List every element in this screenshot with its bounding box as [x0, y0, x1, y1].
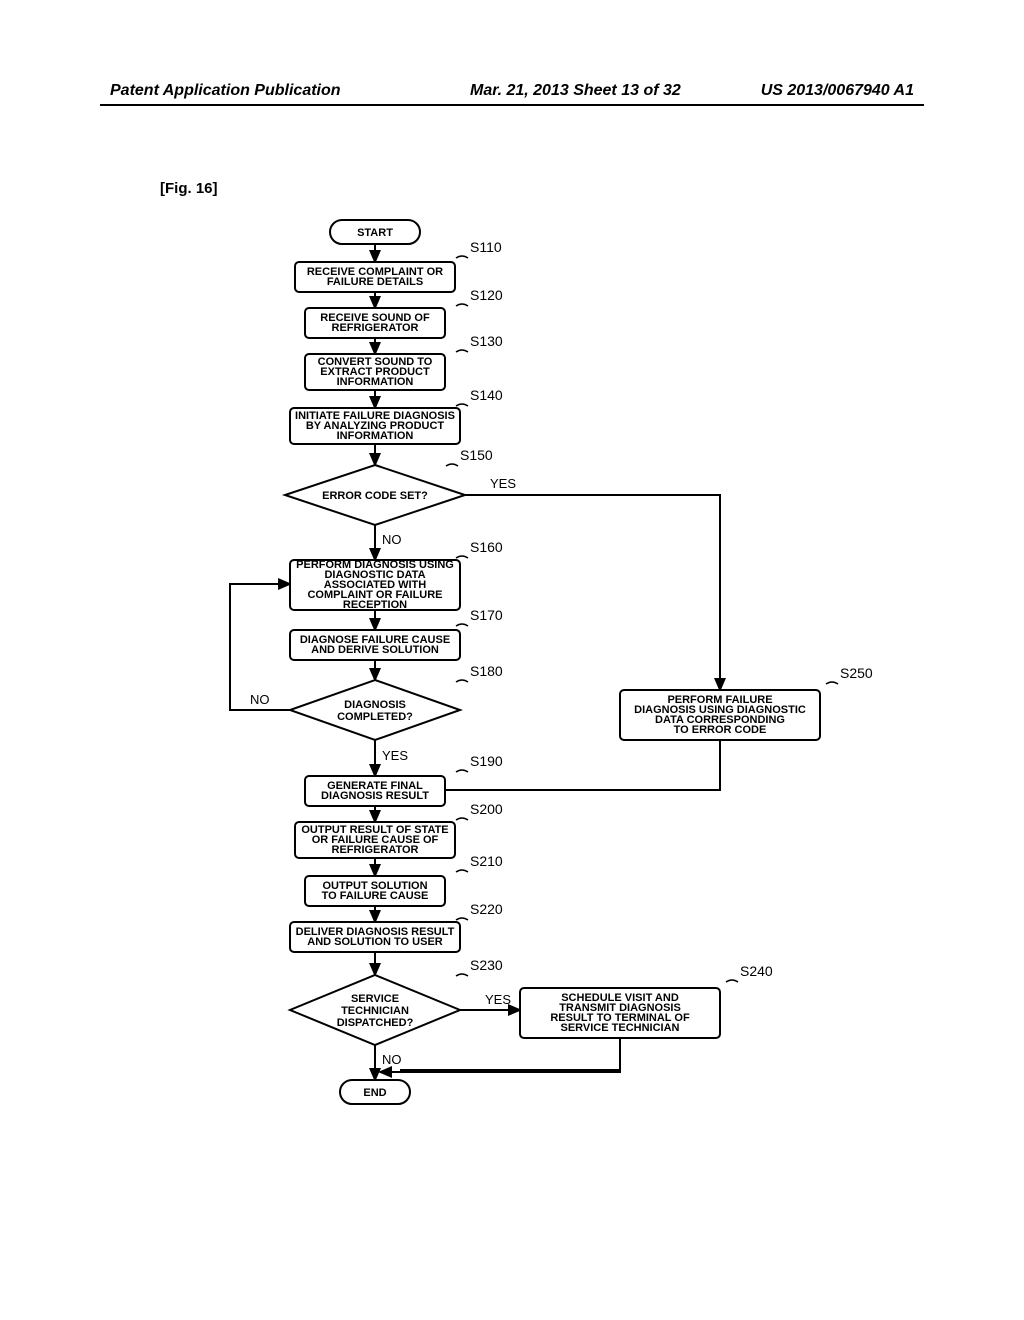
header-date: Mar. 21, 2013 Sheet 13 of 32 — [470, 82, 681, 100]
edge — [400, 1038, 620, 1070]
node-s250: PERFORM FAILUREDIAGNOSIS USING DIAGNOSTI… — [620, 665, 873, 740]
svg-text:S200: S200 — [470, 801, 503, 817]
page: Patent Application Publication Mar. 21, … — [0, 0, 1024, 1320]
svg-text:REFRIGERATOR: REFRIGERATOR — [332, 322, 419, 334]
svg-text:END: END — [363, 1087, 386, 1099]
svg-text:DIAGNOSIS RESULT: DIAGNOSIS RESULT — [321, 790, 429, 802]
node-s180: DIAGNOSISCOMPLETED? YES NO S180 — [250, 663, 503, 763]
node-s240: SCHEDULE VISIT ANDTRANSMIT DIAGNOSISRESU… — [520, 963, 773, 1038]
svg-text:DISPATCHED?: DISPATCHED? — [337, 1017, 414, 1029]
svg-text:S140: S140 — [470, 387, 503, 403]
node-start: START — [330, 220, 420, 244]
edge — [465, 495, 720, 690]
svg-text:TO FAILURE CAUSE: TO FAILURE CAUSE — [322, 890, 429, 902]
node-s120: RECEIVE SOUND OFREFRIGERATORS120 — [305, 287, 503, 338]
svg-text:RECEPTION: RECEPTION — [343, 599, 407, 611]
svg-text:INFORMATION: INFORMATION — [337, 430, 414, 442]
node-s160: PERFORM DIAGNOSIS USINGDIAGNOSTIC DATAAS… — [290, 539, 503, 611]
svg-text:S190: S190 — [470, 753, 503, 769]
node-s200: OUTPUT RESULT OF STATEOR FAILURE CAUSE O… — [295, 801, 503, 858]
svg-text:S240: S240 — [740, 963, 773, 979]
node-s220: DELIVER DIAGNOSIS RESULTAND SOLUTION TO … — [290, 901, 503, 952]
node-s140: INITIATE FAILURE DIAGNOSISBY ANALYZING P… — [290, 387, 503, 444]
svg-text:DIAGNOSIS: DIAGNOSIS — [344, 699, 406, 711]
node-s210: OUTPUT SOLUTIONTO FAILURE CAUSES210 — [305, 853, 503, 906]
node-s130: CONVERT SOUND TOEXTRACT PRODUCTINFORMATI… — [305, 333, 503, 390]
header-pubtype: Patent Application Publication — [110, 82, 341, 100]
svg-text:COMPLETED?: COMPLETED? — [337, 711, 413, 723]
svg-text:NO: NO — [250, 692, 270, 707]
header-rule — [100, 104, 924, 106]
svg-text:REFRIGERATOR: REFRIGERATOR — [332, 844, 419, 856]
node-end: END — [340, 1080, 410, 1104]
svg-text:S250: S250 — [840, 665, 873, 681]
svg-text:S230: S230 — [470, 957, 503, 973]
node-s110: RECEIVE COMPLAINT ORFAILURE DETAILSS110 — [295, 239, 502, 292]
svg-text:AND SOLUTION TO USER: AND SOLUTION TO USER — [307, 936, 443, 948]
svg-text:AND DERIVE SOLUTION: AND DERIVE SOLUTION — [311, 644, 439, 656]
svg-text:S170: S170 — [470, 607, 503, 623]
page-header: Patent Application Publication Mar. 21, … — [110, 82, 914, 100]
svg-text:ERROR CODE SET?: ERROR CODE SET? — [322, 490, 428, 502]
svg-text:TECHNICIAN: TECHNICIAN — [341, 1005, 409, 1017]
svg-text:NO: NO — [382, 532, 402, 547]
svg-text:YES: YES — [490, 476, 516, 491]
svg-text:S130: S130 — [470, 333, 503, 349]
flowchart: STARTRECEIVE COMPLAINT ORFAILURE DETAILS… — [100, 200, 880, 1260]
node-s170: DIAGNOSE FAILURE CAUSEAND DERIVE SOLUTIO… — [290, 607, 503, 660]
svg-text:FAILURE DETAILS: FAILURE DETAILS — [327, 276, 423, 288]
node-s150: ERROR CODE SET? YES NO S150 — [285, 447, 516, 547]
svg-text:INFORMATION: INFORMATION — [337, 376, 414, 388]
svg-text:NO: NO — [382, 1052, 402, 1067]
svg-text:S210: S210 — [470, 853, 503, 869]
svg-text:YES: YES — [382, 748, 408, 763]
svg-text:SERVICE TECHNICIAN: SERVICE TECHNICIAN — [561, 1022, 680, 1034]
svg-text:SERVICE: SERVICE — [351, 993, 399, 1005]
svg-text:S150: S150 — [460, 447, 493, 463]
header-pubnum: US 2013/0067940 A1 — [761, 82, 914, 100]
svg-text:TO ERROR CODE: TO ERROR CODE — [674, 724, 767, 736]
figure-label: [Fig. 16] — [160, 180, 218, 197]
svg-text:YES: YES — [485, 992, 511, 1007]
svg-text:S120: S120 — [470, 287, 503, 303]
node-s230: SERVICETECHNICIANDISPATCHED? YES NO S230 — [290, 957, 511, 1067]
svg-text:S180: S180 — [470, 663, 503, 679]
svg-text:S160: S160 — [470, 539, 503, 555]
svg-text:S110: S110 — [470, 239, 502, 255]
svg-text:START: START — [357, 227, 393, 239]
svg-text:S220: S220 — [470, 901, 503, 917]
